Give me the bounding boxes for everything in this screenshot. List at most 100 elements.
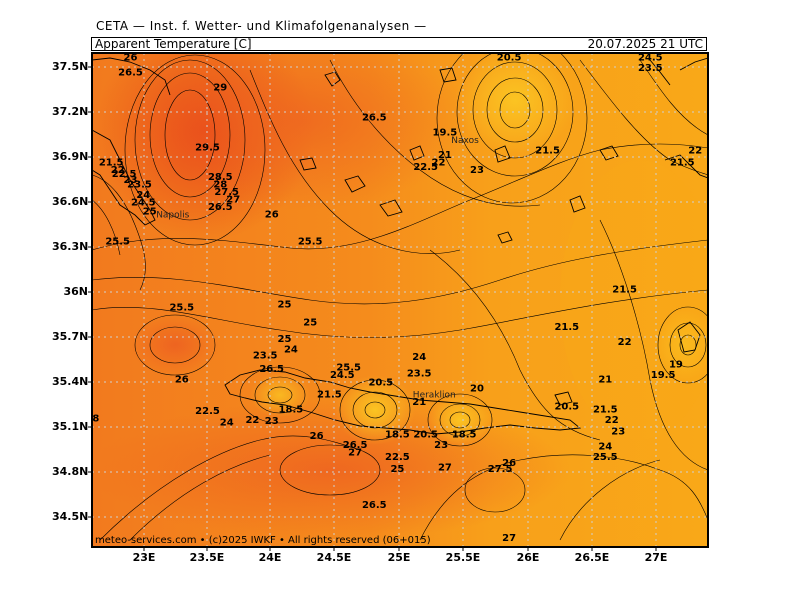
isotherm-value-label: 27 xyxy=(438,463,452,474)
valid-datetime: 20.07.2025 21 UTC xyxy=(587,37,703,51)
mid-region-east xyxy=(560,160,708,440)
isotherm-value-label: 29 xyxy=(213,82,227,93)
place-name-label: Heraklion xyxy=(413,390,456,400)
isotherm-value-label: 26.5 xyxy=(208,202,233,213)
isotherm-value-label: 23.5 xyxy=(407,368,432,379)
isotherm-value-label: 19.5 xyxy=(651,370,676,381)
isotherm-value-label: 24 xyxy=(412,352,426,363)
isotherm-value-label: 18.5 xyxy=(279,404,304,415)
isotherm-value-label: 27 xyxy=(226,195,240,206)
lon-label: 23.5E xyxy=(189,551,225,564)
isotherm-value-label: 20 xyxy=(470,383,484,394)
isotherm-value-label: 24 xyxy=(598,442,612,453)
isotherm-value-label: 21.5 xyxy=(99,157,124,168)
isotherm-value-label: 22 xyxy=(618,337,632,348)
isotherm-value-label: 25 xyxy=(278,334,292,345)
isotherm-value-label: 21.5 xyxy=(670,157,695,168)
isotherm-value-label: 22 xyxy=(432,157,446,168)
isotherm-value-label: 19 xyxy=(669,359,683,370)
isotherm-value-label: 25.5 xyxy=(336,362,361,373)
lon-label: 23E xyxy=(132,551,156,564)
lat-label: 36.3N xyxy=(52,240,89,253)
isotherm-value-label: 27 xyxy=(348,448,362,459)
isotherm-value-label: 26 xyxy=(310,431,324,442)
isotherm-value-label: 18.5 xyxy=(452,430,477,441)
isotherm-value-label: 23 xyxy=(434,440,448,451)
lon-label: 25E xyxy=(387,551,411,564)
lat-label: 35.7N xyxy=(52,330,89,343)
isotherm-value-label: 25.5 xyxy=(593,452,618,463)
isotherm-value-label: 28.5 xyxy=(208,172,233,183)
isotherm-value-label: 24.5 xyxy=(638,53,663,64)
place-name-label: Napolis xyxy=(156,211,189,221)
copyright-footer: meteo-services.com • (c)2025 IWKF • All … xyxy=(95,535,431,546)
isotherm-value-label: 21.5 xyxy=(612,285,637,296)
isotherm-value-label: 22 xyxy=(245,415,259,426)
isotherm-value-label: 21.5 xyxy=(593,404,618,415)
isotherm-value-label: 22.5 xyxy=(385,452,410,463)
lat-label: 36.6N xyxy=(52,195,89,208)
place-label-layer: Napolis Naxos Heraklion xyxy=(156,136,479,400)
isotherm-value-label: 21.5 xyxy=(554,322,579,333)
isotherm-value-label: 22.5 xyxy=(195,406,220,417)
isotherm-value-label: 23 xyxy=(470,165,484,176)
lat-label: 37.5N xyxy=(52,60,89,73)
isotherm-value-label: 27 xyxy=(502,533,516,544)
isotherm-value-label: 26 xyxy=(502,458,516,469)
contour-label-layer: 2626.52929.528.52827.52726.52621.52222.5… xyxy=(92,53,702,544)
isotherm-value-label: 26.5 xyxy=(259,364,284,375)
lon-label: 24E xyxy=(258,551,282,564)
place-name-label: Naxos xyxy=(451,136,479,146)
lat-label: 35.4N xyxy=(52,375,89,388)
lon-label: 26.5E xyxy=(574,551,610,564)
isotherm-lines xyxy=(92,53,708,541)
isotherm-value-label: 21 xyxy=(412,397,426,408)
axis-ticks xyxy=(88,66,657,551)
cool-cell-naxos xyxy=(455,53,575,155)
isotherm-value-label: 22 xyxy=(111,165,125,176)
isotherm-value-label: 25.5 xyxy=(169,303,194,314)
isotherm-value-label: 21.5 xyxy=(535,145,560,156)
warm-cell-west xyxy=(130,315,220,375)
isotherm-value-label: 22.5 xyxy=(413,162,438,173)
isotherm-value-label: 26.5 xyxy=(118,68,143,79)
isotherm-value-label: 26 xyxy=(175,374,189,385)
isotherm-value-label: 23.5 xyxy=(253,350,278,361)
isotherm-value-label: 25.5 xyxy=(105,237,130,248)
isotherm-value-label: 25 xyxy=(390,464,404,475)
isotherm-value-label: 21.5 xyxy=(317,389,342,400)
isotherm-value-label: 20.5 xyxy=(368,377,393,388)
lon-label: 26E xyxy=(516,551,540,564)
isotherm-value-label: 27.5 xyxy=(488,464,513,475)
lat-label: 34.5N xyxy=(52,510,89,523)
isotherm-value-label: 20.5 xyxy=(413,430,438,441)
cool-cell-heraklion xyxy=(335,375,415,445)
lat-label: 35.1N xyxy=(52,420,89,433)
title-bar: Apparent Temperature [C] 20.07.2025 21 U… xyxy=(91,37,707,51)
isotherm-value-label: 25 xyxy=(278,300,292,311)
lon-label: 27E xyxy=(644,551,668,564)
isotherm-value-label: 24 xyxy=(136,190,150,201)
isotherm-value-label: 26.5 xyxy=(362,112,387,123)
lat-label: 36N xyxy=(63,285,88,298)
isotherm-value-label: 26 xyxy=(265,210,279,221)
isotherm-value-label: 24 xyxy=(220,418,234,429)
isotherm-value-label: 23 xyxy=(265,416,279,427)
isotherm-value-label: 25.5 xyxy=(298,237,323,248)
isotherm-value-label: 21 xyxy=(598,374,612,385)
isotherm-value-label: 23 xyxy=(611,427,625,438)
institute-header: CETA — Inst. f. Wetter- und Klimafolgena… xyxy=(96,19,427,33)
isotherm-value-label: 8 xyxy=(92,413,99,424)
lat-label: 36.9N xyxy=(52,150,89,163)
isotherm-value-label: 25 xyxy=(143,207,157,218)
lat-label: 37.2N xyxy=(52,105,89,118)
isotherm-value-label: 26 xyxy=(124,53,138,64)
isotherm-value-label: 22 xyxy=(688,145,702,156)
cool-cell-west-crete xyxy=(250,373,310,417)
isotherm-value-label: 25 xyxy=(303,317,317,328)
isotherm-value-label: 23 xyxy=(124,175,138,186)
map-frame xyxy=(91,52,709,548)
isotherm-value-label: 22 xyxy=(605,415,619,426)
lat-label: 34.8N xyxy=(52,465,89,478)
